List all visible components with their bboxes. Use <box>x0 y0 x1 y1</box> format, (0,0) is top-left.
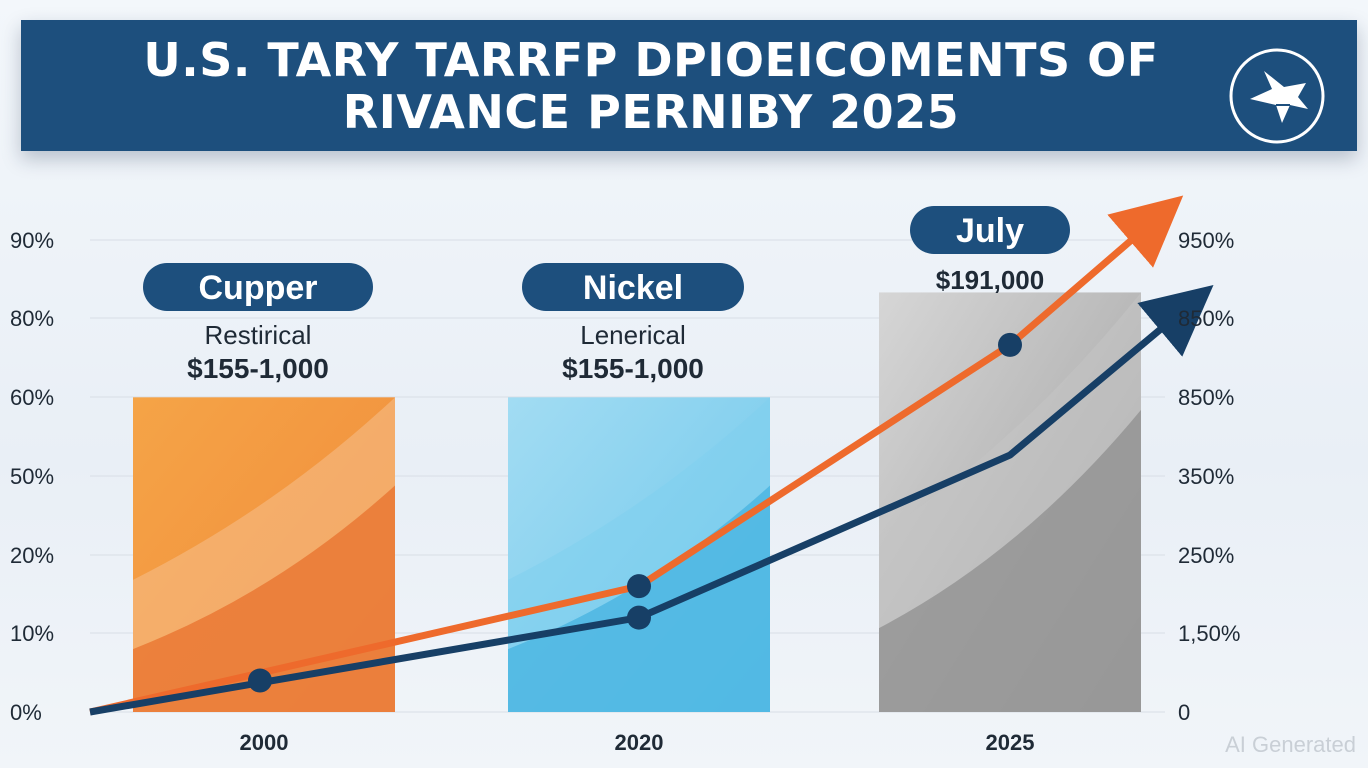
ai-generated-watermark: AI Generated <box>1225 732 1356 757</box>
title-banner: U.S. TARY TARRFP DPIOEICOMENTS OF RIVANC… <box>21 20 1357 151</box>
chart-title-line-2: RIVANCE PERNIBY 2025 <box>342 85 960 139</box>
series-line <box>89 284 1214 716</box>
callout-pill <box>910 206 1070 254</box>
callout-pill-label: Cupper <box>199 269 318 307</box>
left-axis-tick-label: 90% <box>10 228 54 253</box>
bird-logo-icon <box>1229 48 1325 144</box>
right-axis-tick-label: 850% <box>1178 385 1234 410</box>
left-axis-tick-label: 20% <box>10 543 54 568</box>
right-axis-tick-label: 1,50% <box>1178 621 1240 646</box>
x-axis-tick-label: 2025 <box>986 730 1035 755</box>
callout-line-1: Restirical <box>205 320 312 350</box>
right-axis-tick-label: 350% <box>1178 464 1234 489</box>
series-point <box>248 668 272 693</box>
series-point <box>998 332 1022 357</box>
left-axis-tick-label: 60% <box>10 385 54 410</box>
callout-pill-label: July <box>956 212 1024 250</box>
bar-band-dark <box>879 409 1141 712</box>
series-point <box>627 574 651 599</box>
right-axis-tick-label: 950% <box>1178 228 1234 253</box>
left-axis-tick-label: 50% <box>10 464 54 489</box>
series-line <box>89 195 1184 716</box>
callout-line-1: Lenerical <box>580 320 686 350</box>
chart-title-line-1: U.S. TARY TARRFP DPIOEICOMENTS OF <box>143 33 1159 87</box>
callout-line-1: $191,000 <box>936 265 1044 295</box>
left-axis-tick-label: 80% <box>10 306 54 331</box>
callout-pill <box>522 263 744 311</box>
x-axis-tick-label: 2020 <box>615 730 664 755</box>
chart-title: U.S. TARY TARRFP DPIOEICOMENTS OF RIVANC… <box>61 34 1241 138</box>
callout-pill <box>143 263 373 311</box>
right-axis-tick-label: 250% <box>1178 543 1234 568</box>
x-axis-tick-label: 2000 <box>240 730 289 755</box>
series-point <box>627 605 651 630</box>
right-axis-tick-label: 850% <box>1178 306 1234 331</box>
callout-line-2: $155-1,000 <box>187 353 329 384</box>
right-axis-tick-label: 0 <box>1178 700 1190 725</box>
callout-pill-label: Nickel <box>583 269 683 307</box>
callout-line-2: $155-1,000 <box>562 353 704 384</box>
left-axis-tick-label: 0% <box>10 700 42 725</box>
left-axis-tick-label: 10% <box>10 621 54 646</box>
